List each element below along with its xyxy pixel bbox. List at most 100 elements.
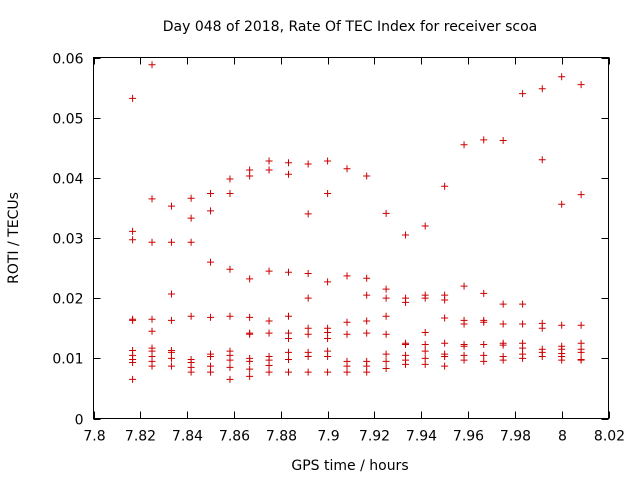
data-point [499, 320, 507, 328]
y-tick-label: 0 [75, 413, 84, 429]
data-point [402, 360, 410, 368]
data-point [558, 321, 566, 329]
data-point [226, 189, 234, 197]
data-point [460, 342, 468, 350]
data-point [460, 282, 468, 290]
data-points [129, 61, 585, 383]
data-point [167, 354, 175, 362]
x-tick-label: 7.84 [172, 429, 203, 445]
data-point [343, 272, 351, 280]
data-point [207, 189, 215, 197]
data-point [167, 238, 175, 246]
data-point [441, 296, 449, 304]
data-point [129, 375, 137, 383]
data-point [499, 300, 507, 308]
data-point [265, 267, 273, 275]
plot-frame [93, 57, 609, 419]
data-point [519, 320, 527, 328]
y-tick-label: 0.05 [52, 112, 83, 128]
data-point [148, 315, 156, 323]
data-point [265, 166, 273, 174]
data-point [226, 265, 234, 273]
data-point [538, 324, 546, 332]
data-point [167, 348, 175, 356]
x-tick-label: 7.92 [359, 429, 390, 445]
data-point [402, 340, 410, 348]
data-point [519, 300, 527, 308]
data-point [226, 312, 234, 320]
data-point [187, 194, 195, 202]
data-point [577, 348, 585, 356]
data-point [343, 165, 351, 173]
data-point [363, 368, 371, 376]
data-point [558, 200, 566, 208]
data-point [226, 363, 234, 371]
x-tick-label: 8 [558, 429, 567, 445]
data-point [148, 238, 156, 246]
data-point [284, 348, 292, 356]
data-point [246, 330, 254, 338]
x-tick-label: 7.88 [266, 429, 297, 445]
data-point [246, 313, 254, 321]
data-point [421, 360, 429, 368]
data-point [304, 160, 312, 168]
data-point [246, 372, 254, 380]
data-point [246, 166, 254, 174]
data-point [382, 294, 390, 302]
data-point [129, 359, 137, 367]
data-point [421, 294, 429, 302]
data-point [519, 344, 527, 352]
data-point [577, 356, 585, 364]
data-point [148, 61, 156, 69]
data-point [265, 362, 273, 370]
data-point [246, 275, 254, 283]
data-point [382, 330, 390, 338]
data-point [558, 356, 566, 364]
data-point [324, 278, 332, 286]
data-point [519, 354, 527, 362]
data-point [363, 317, 371, 325]
data-point [421, 328, 429, 336]
x-tick-label: 8.02 [594, 429, 625, 445]
data-point [304, 269, 312, 277]
data-point [460, 141, 468, 149]
data-point [187, 214, 195, 222]
data-point [226, 356, 234, 364]
data-point [324, 353, 332, 361]
data-point [577, 339, 585, 347]
data-point [207, 353, 215, 361]
data-point [207, 207, 215, 215]
data-point [480, 357, 488, 365]
y-tick-label: 0.03 [52, 232, 83, 248]
data-point [382, 350, 390, 358]
data-point [577, 191, 585, 199]
data-point [167, 202, 175, 210]
data-point [226, 375, 234, 383]
data-point [187, 368, 195, 376]
data-point [129, 227, 137, 235]
y-axis-label: ROTI / TECUs [6, 192, 22, 284]
data-point [304, 368, 312, 376]
data-point [363, 274, 371, 282]
data-point [167, 316, 175, 324]
data-point [304, 353, 312, 361]
data-point [129, 236, 137, 244]
data-point [499, 356, 507, 364]
data-point [421, 340, 429, 348]
data-point [519, 90, 527, 98]
data-point [148, 327, 156, 335]
x-tick-label: 7.86 [219, 429, 250, 445]
data-point [284, 159, 292, 167]
data-point [304, 324, 312, 332]
data-point [246, 357, 254, 365]
data-point [284, 356, 292, 364]
data-point [207, 368, 215, 376]
data-point [499, 137, 507, 145]
data-point [363, 362, 371, 370]
chart-title: Day 048 of 2018, Rate Of TEC Index for r… [163, 19, 538, 35]
data-point [558, 73, 566, 81]
x-tick-label: 7.98 [500, 429, 531, 445]
data-point [284, 368, 292, 376]
data-point [187, 238, 195, 246]
